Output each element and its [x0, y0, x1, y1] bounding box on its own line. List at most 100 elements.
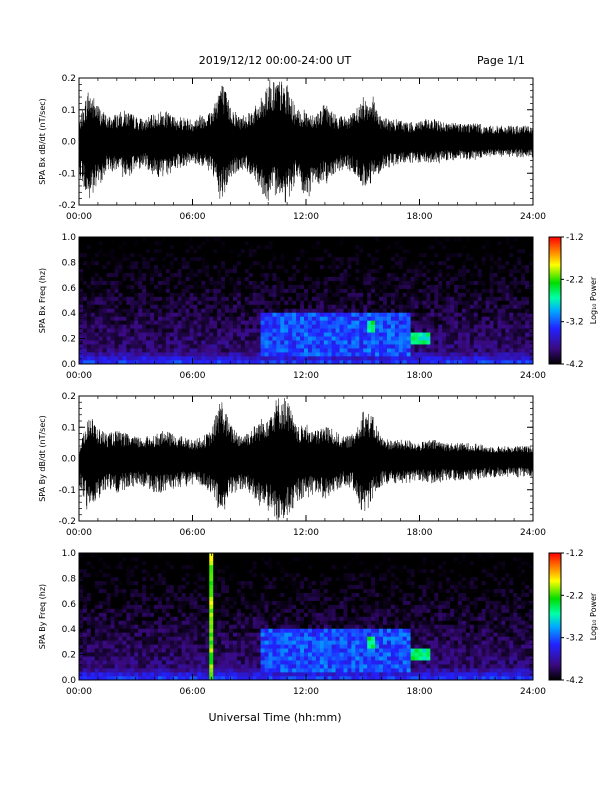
spectrogram-cell	[335, 356, 340, 361]
spectrogram-cell	[232, 356, 238, 361]
spectrogram-cell	[197, 272, 202, 277]
spectrogram-cell	[82, 352, 88, 357]
spectrogram-cell	[118, 568, 123, 574]
spectrogram-cell	[300, 348, 305, 353]
spectrogram-cell	[268, 340, 273, 345]
spectrogram-cell	[252, 256, 257, 262]
spectrogram-cell	[359, 312, 364, 317]
spectrogram-cell	[260, 268, 265, 274]
spectrogram-cell	[126, 292, 131, 297]
spectrogram-cell	[359, 316, 364, 321]
spectrogram-cell	[173, 360, 178, 365]
spectrogram-cell	[126, 640, 131, 645]
spectrogram-cell	[517, 332, 522, 337]
spectrogram-cell	[398, 292, 404, 297]
spectrogram-cell	[367, 248, 372, 254]
spectrogram-cell	[319, 272, 325, 277]
spectrogram-cell	[268, 272, 273, 277]
spectrogram-cell	[465, 244, 471, 250]
spectrogram-cell	[359, 244, 364, 250]
spectrogram-cell	[157, 300, 163, 305]
spectrogram-cell	[525, 292, 530, 297]
spectrogram-cell	[292, 356, 297, 361]
spectrogram-cell	[240, 340, 246, 345]
spectrogram-cell	[292, 332, 297, 337]
spectrogram-cell	[525, 308, 530, 313]
spectrogram-cell	[181, 324, 186, 329]
spectrogram-cell	[177, 328, 182, 333]
spectrogram-cell	[454, 244, 459, 250]
spectrogram-cell	[339, 348, 344, 353]
spectrogram-cell	[106, 676, 111, 681]
spectrogram-cell	[280, 252, 285, 258]
spectrogram-cell	[426, 264, 431, 270]
spectrogram-cell	[260, 252, 265, 258]
spectrogram-cell	[339, 328, 344, 333]
spectrogram-cell	[169, 288, 175, 293]
spectrogram-cell	[410, 248, 415, 254]
spectrogram-cell	[157, 360, 163, 365]
spectrogram-cell	[201, 328, 206, 333]
spectrogram-cell	[110, 300, 115, 305]
spectrogram-cell	[236, 352, 242, 357]
spectrogram-cell	[201, 237, 206, 242]
spectrogram-cell	[300, 240, 305, 246]
spectrogram-cell	[102, 580, 107, 586]
spectrogram-cell	[205, 308, 210, 313]
spectrogram-cell	[94, 320, 100, 325]
spectrogram-cell	[402, 284, 407, 289]
spectrogram-cell	[240, 248, 246, 254]
spectrogram-cell	[406, 352, 411, 357]
spectrogram-cell	[130, 296, 135, 301]
spectrogram-cell	[126, 352, 131, 357]
spectrogram-cell	[217, 237, 222, 242]
spectrogram-cell	[315, 280, 321, 285]
spectrogram-cell	[181, 644, 186, 649]
spectrogram-cell	[493, 284, 498, 289]
spectrogram-cell	[161, 660, 167, 665]
spectrogram-cell	[98, 660, 103, 665]
spectrogram-cell	[426, 248, 431, 254]
spectrogram-cell	[406, 304, 411, 309]
spectrogram-cell	[505, 332, 510, 337]
spectrogram-cell	[244, 352, 250, 357]
spectrogram-cell	[94, 292, 100, 297]
spectrogram-cell	[288, 256, 293, 262]
spectrogram-cell	[185, 564, 190, 570]
spectrogram-cell	[169, 576, 175, 582]
spectrogram-cell	[118, 664, 123, 669]
spectrogram-cell	[146, 237, 151, 242]
spectrogram-cell	[418, 308, 423, 313]
spectrogram-cell	[367, 332, 372, 337]
spectrogram-cell	[169, 328, 175, 333]
spectrogram-cell	[382, 260, 388, 266]
spectrogram-cell	[461, 240, 467, 246]
spectrogram-cell	[189, 640, 194, 645]
spectrogram-cell	[130, 292, 135, 297]
spectrogram-cell	[126, 612, 131, 617]
spectrogram-cell	[382, 312, 388, 317]
spectrogram-cell	[394, 288, 400, 293]
spectrogram-cell	[461, 312, 467, 317]
spectrogram-cell	[157, 668, 163, 673]
spectrogram-cell	[422, 332, 427, 337]
spectrogram-cell	[130, 304, 135, 309]
spectrogram-cell	[363, 256, 368, 262]
spectrogram-cell	[122, 553, 127, 558]
spectrogram-cell	[505, 248, 510, 254]
spectrogram-cell	[173, 264, 178, 270]
spectrogram-cell	[461, 244, 467, 250]
spectrogram-cell	[79, 340, 84, 345]
spectrogram-cell	[98, 296, 103, 301]
spectrogram-cell	[244, 288, 250, 293]
spectrogram-cell	[398, 324, 404, 329]
spectrogram-cell	[181, 260, 186, 266]
spectrogram-cell	[94, 600, 100, 605]
spectrogram-cell	[426, 252, 431, 258]
spectrogram-cell	[142, 640, 147, 645]
spectrogram-cell	[288, 280, 293, 285]
spectrogram-cell	[150, 260, 155, 266]
spectrogram-cell	[426, 260, 431, 266]
spectrogram-cell	[390, 312, 396, 317]
spectrogram-cell	[315, 336, 321, 341]
